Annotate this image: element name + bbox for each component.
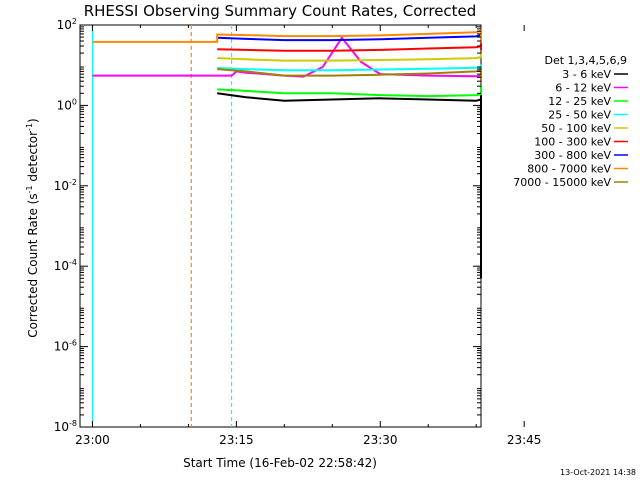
legend-label-6: 300 - 800 keV <box>534 149 611 162</box>
legend-label-0: 3 - 6 keV <box>562 68 611 81</box>
legend-label-1: 6 - 12 keV <box>555 82 611 95</box>
y-tick-label-2: 10-2 <box>54 178 77 193</box>
series-line-0 <box>217 92 482 279</box>
legend-label-4: 50 - 100 keV <box>541 122 611 135</box>
x-axis-label: Start Time (16-Feb-02 22:58:42) <box>183 456 377 470</box>
chart-title: RHESSI Observing Summary Count Rates, Co… <box>84 2 477 20</box>
y-axis-label-mid: detector <box>26 131 40 186</box>
vertical-markers <box>91 25 233 427</box>
legend-label-2: 12 - 25 keV <box>548 95 611 108</box>
x-tick-label-1: 23:15 <box>219 433 254 447</box>
axis-ticks: 23:0023:1523:3023:4500:0000:1500:3010210… <box>54 17 542 447</box>
series-group <box>92 27 482 279</box>
y-tick-label-1: 100 <box>57 97 77 112</box>
series-line-4 <box>217 53 482 62</box>
legend-label-5: 100 - 300 keV <box>534 136 611 149</box>
x-tick-label-0: 23:00 <box>75 433 110 447</box>
x-tick-label-3: 23:45 <box>507 433 542 447</box>
y-axis-label-end: ) <box>26 118 40 123</box>
plot-frame <box>79 24 482 428</box>
series-line-3 <box>217 64 482 72</box>
y-tick-label-5: 10-8 <box>54 419 77 434</box>
footer-stamp: 13-Oct-2021 14:38 <box>560 468 636 477</box>
series-line-2 <box>217 86 482 98</box>
legend-label-3: 25 - 50 keV <box>548 109 611 122</box>
legend-label-7: 800 - 7000 keV <box>527 163 611 176</box>
y-tick-label-0: 102 <box>57 17 77 32</box>
x-tick-label-2: 23:30 <box>363 433 398 447</box>
y-axis-label-sup1: -1 <box>25 185 34 193</box>
y-tick-label-4: 10-6 <box>54 339 77 354</box>
legend-header: Det 1,3,4,5,6,9 <box>544 54 627 67</box>
y-axis-label-sup2: -1 <box>25 123 34 131</box>
y-axis-label-main: Corrected Count Rate (s <box>26 193 40 337</box>
y-axis-label: Corrected Count Rate (s-1 detector-1) <box>25 118 40 337</box>
legend-label-8: 7000 - 15000 keV <box>513 176 611 189</box>
y-tick-label-3: 10-4 <box>54 258 77 273</box>
